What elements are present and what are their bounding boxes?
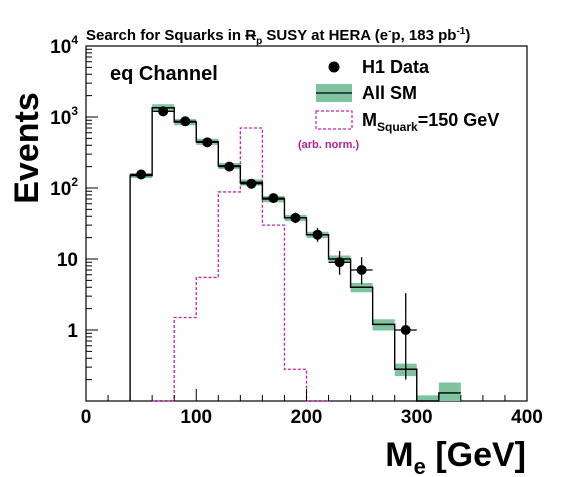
signal-histogram	[152, 127, 329, 402]
y-tick-label: 103	[50, 104, 78, 129]
data-points	[130, 106, 417, 380]
signal-step-line	[152, 127, 329, 402]
legend-signal-label: MSquark=150 GeV	[362, 110, 499, 134]
y-tick-label: 1	[67, 321, 78, 342]
legend-data-marker	[328, 61, 340, 73]
sm-band-bin	[438, 382, 461, 401]
chart-title: Search for Squarks in Rp SUSY at HERA (e…	[86, 26, 470, 47]
x-axis-label: Me [GeV]	[385, 436, 526, 477]
legend-sm-label: All SM	[362, 83, 417, 103]
x-tick-label: 300	[401, 407, 433, 428]
data-point	[202, 137, 213, 148]
channel-label: eq Channel	[110, 63, 218, 85]
data-point	[400, 325, 411, 335]
y-axis-label: Events	[8, 92, 46, 204]
data-point	[334, 257, 345, 268]
x-tick-label: 0	[81, 407, 92, 428]
sm-uncertainty-band	[130, 104, 461, 401]
data-point	[356, 264, 367, 275]
sm-step-line	[129, 107, 461, 402]
y-tick-label: 10	[57, 250, 78, 271]
x-tick-label: 200	[291, 407, 323, 428]
data-point	[290, 212, 301, 223]
data-point	[312, 229, 323, 240]
data-point	[246, 178, 257, 189]
x-tick-label: 400	[511, 407, 543, 428]
y-tick-label: 102	[50, 175, 78, 200]
data-point	[136, 169, 147, 180]
x-tick-label: 100	[180, 407, 212, 428]
sm-band-bin	[416, 395, 439, 401]
data-point	[158, 106, 169, 117]
data-point	[180, 116, 191, 127]
legend-data-label: H1 Data	[362, 57, 430, 77]
legend-signal-box	[315, 110, 353, 130]
y-tick-label: 104	[50, 33, 78, 58]
y-axis-ticks: 1 10 102 103 104	[50, 33, 98, 402]
legend: H1 Data All SM MSquark=150 GeV (arb. nor…	[298, 57, 499, 151]
data-point	[224, 161, 235, 172]
rp-symbol: R	[245, 27, 256, 44]
x-axis-ticks: 0 100 200 300 400	[81, 389, 543, 428]
legend-signal-note: (arb. norm.)	[298, 139, 359, 151]
data-point	[268, 193, 279, 204]
sm-histogram	[129, 107, 461, 402]
